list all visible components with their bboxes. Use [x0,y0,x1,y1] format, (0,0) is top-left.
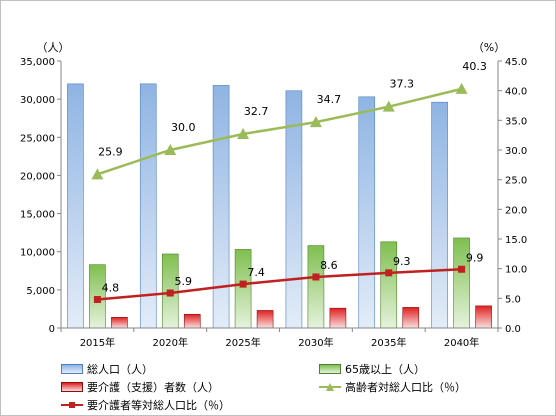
point-elderly-ratio-1 [164,144,177,155]
data-label-care-ratio: 9.3 [393,255,411,268]
legend-label: 65歳以上（人） [345,363,425,376]
left-tick-label: 20,000 [20,171,55,182]
legend-label: 高齢者対総人口比（％） [345,381,466,394]
right-tick-label: 5.0 [505,294,521,305]
legend-swatch [61,382,83,392]
left-axis-unit: （人） [37,41,70,54]
bar-age65-2 [234,249,252,329]
point-care-ratio-4 [385,269,393,277]
point-elderly-ratio-5 [455,82,468,94]
bar-total-0 [67,83,84,329]
x-tick-label: 2035年 [371,336,406,349]
right-tick-label: 35.0 [505,116,527,127]
legend-item-care-needed: 要介護（支援）者数（人） [61,379,219,395]
right-tick-label: 10.0 [505,265,527,276]
point-care-ratio-0 [93,296,101,304]
bar-care-0 [111,317,128,329]
data-label-elderly-ratio: 40.3 [462,60,487,73]
data-label-care-ratio: 4.8 [102,282,120,295]
x-tick-label: 2015年 [80,336,115,349]
bar-age65-3 [307,245,325,329]
point-care-ratio-2 [239,280,247,288]
right-tick-label: 0.0 [505,324,521,335]
left-tick-label: 15,000 [20,210,55,221]
right-tick-label: 40.0 [505,87,527,98]
bar-total-5 [431,101,448,329]
bar-care-3 [329,307,347,329]
data-label-care-ratio: 8.6 [320,259,338,272]
right-tick-label: 25.0 [505,176,527,187]
x-tick-label: 2025年 [225,336,260,349]
legend-label: 要介護（支援）者数（人） [87,381,219,394]
left-tick-label: 25,000 [20,133,55,144]
left-tick-label: 10,000 [20,248,55,259]
point-elderly-ratio-2 [237,127,250,139]
left-tick-label: 30,000 [20,95,55,106]
data-label-elderly-ratio: 30.0 [171,121,196,134]
x-tick-label: 2030年 [298,336,333,349]
line-care-ratio [97,268,462,301]
data-label-elderly-ratio: 32.7 [244,105,269,118]
legend-item-care-ratio: 要介護者等対総人口比（％） [61,397,230,413]
left-tick-label: 0 [49,324,55,335]
bar-care-1 [183,313,201,329]
legend-swatch [319,364,341,374]
data-label-elderly-ratio: 37.3 [390,78,415,91]
legend-label: 要介護者等対総人口比（％） [87,399,230,412]
bar-care-2 [256,310,274,329]
data-label-care-ratio: 7.4 [247,266,265,279]
bar-total-4 [358,96,376,329]
data-label-care-ratio: 5.9 [175,275,193,288]
point-elderly-ratio-4 [382,100,395,112]
right-tick-label: 45.0 [505,57,527,68]
legend-label: 総人口（人） [87,363,153,376]
legend-item-total-population: 総人口（人） [61,361,153,377]
point-care-ratio-3 [312,273,320,281]
triangle-marker-icon [319,382,341,392]
x-tick-label: 2040年 [444,336,479,349]
point-elderly-ratio-3 [309,116,322,128]
point-elderly-ratio-0 [91,168,104,180]
point-care-ratio-5 [458,265,466,273]
line-elderly-ratio [97,87,462,176]
x-tick-label: 2020年 [153,336,188,349]
left-tick-label: 35,000 [20,57,55,68]
legend: 総人口（人） 65歳以上（人） 要介護（支援）者数（人） 高齢者対総人口比（％）… [61,359,531,415]
bar-care-4 [402,307,420,329]
bar-total-1 [139,83,157,329]
right-axis-unit: （%） [473,41,505,54]
square-marker-icon [61,400,83,410]
legend-item-age-65-plus: 65歳以上（人） [319,361,425,377]
bar-total-2 [212,85,230,329]
right-tick-label: 30.0 [505,146,527,157]
left-tick-label: 5,000 [26,286,55,297]
point-care-ratio-1 [166,289,174,297]
legend-swatch [61,364,83,374]
data-label-elderly-ratio: 25.9 [98,145,123,158]
data-label-care-ratio: 9.9 [466,251,484,264]
right-tick-label: 15.0 [505,235,527,246]
right-tick-label: 20.0 [505,205,527,216]
legend-item-elderly-ratio: 高齢者対総人口比（％） [319,379,466,395]
bar-care-5 [475,305,492,329]
data-label-elderly-ratio: 34.7 [317,93,342,106]
